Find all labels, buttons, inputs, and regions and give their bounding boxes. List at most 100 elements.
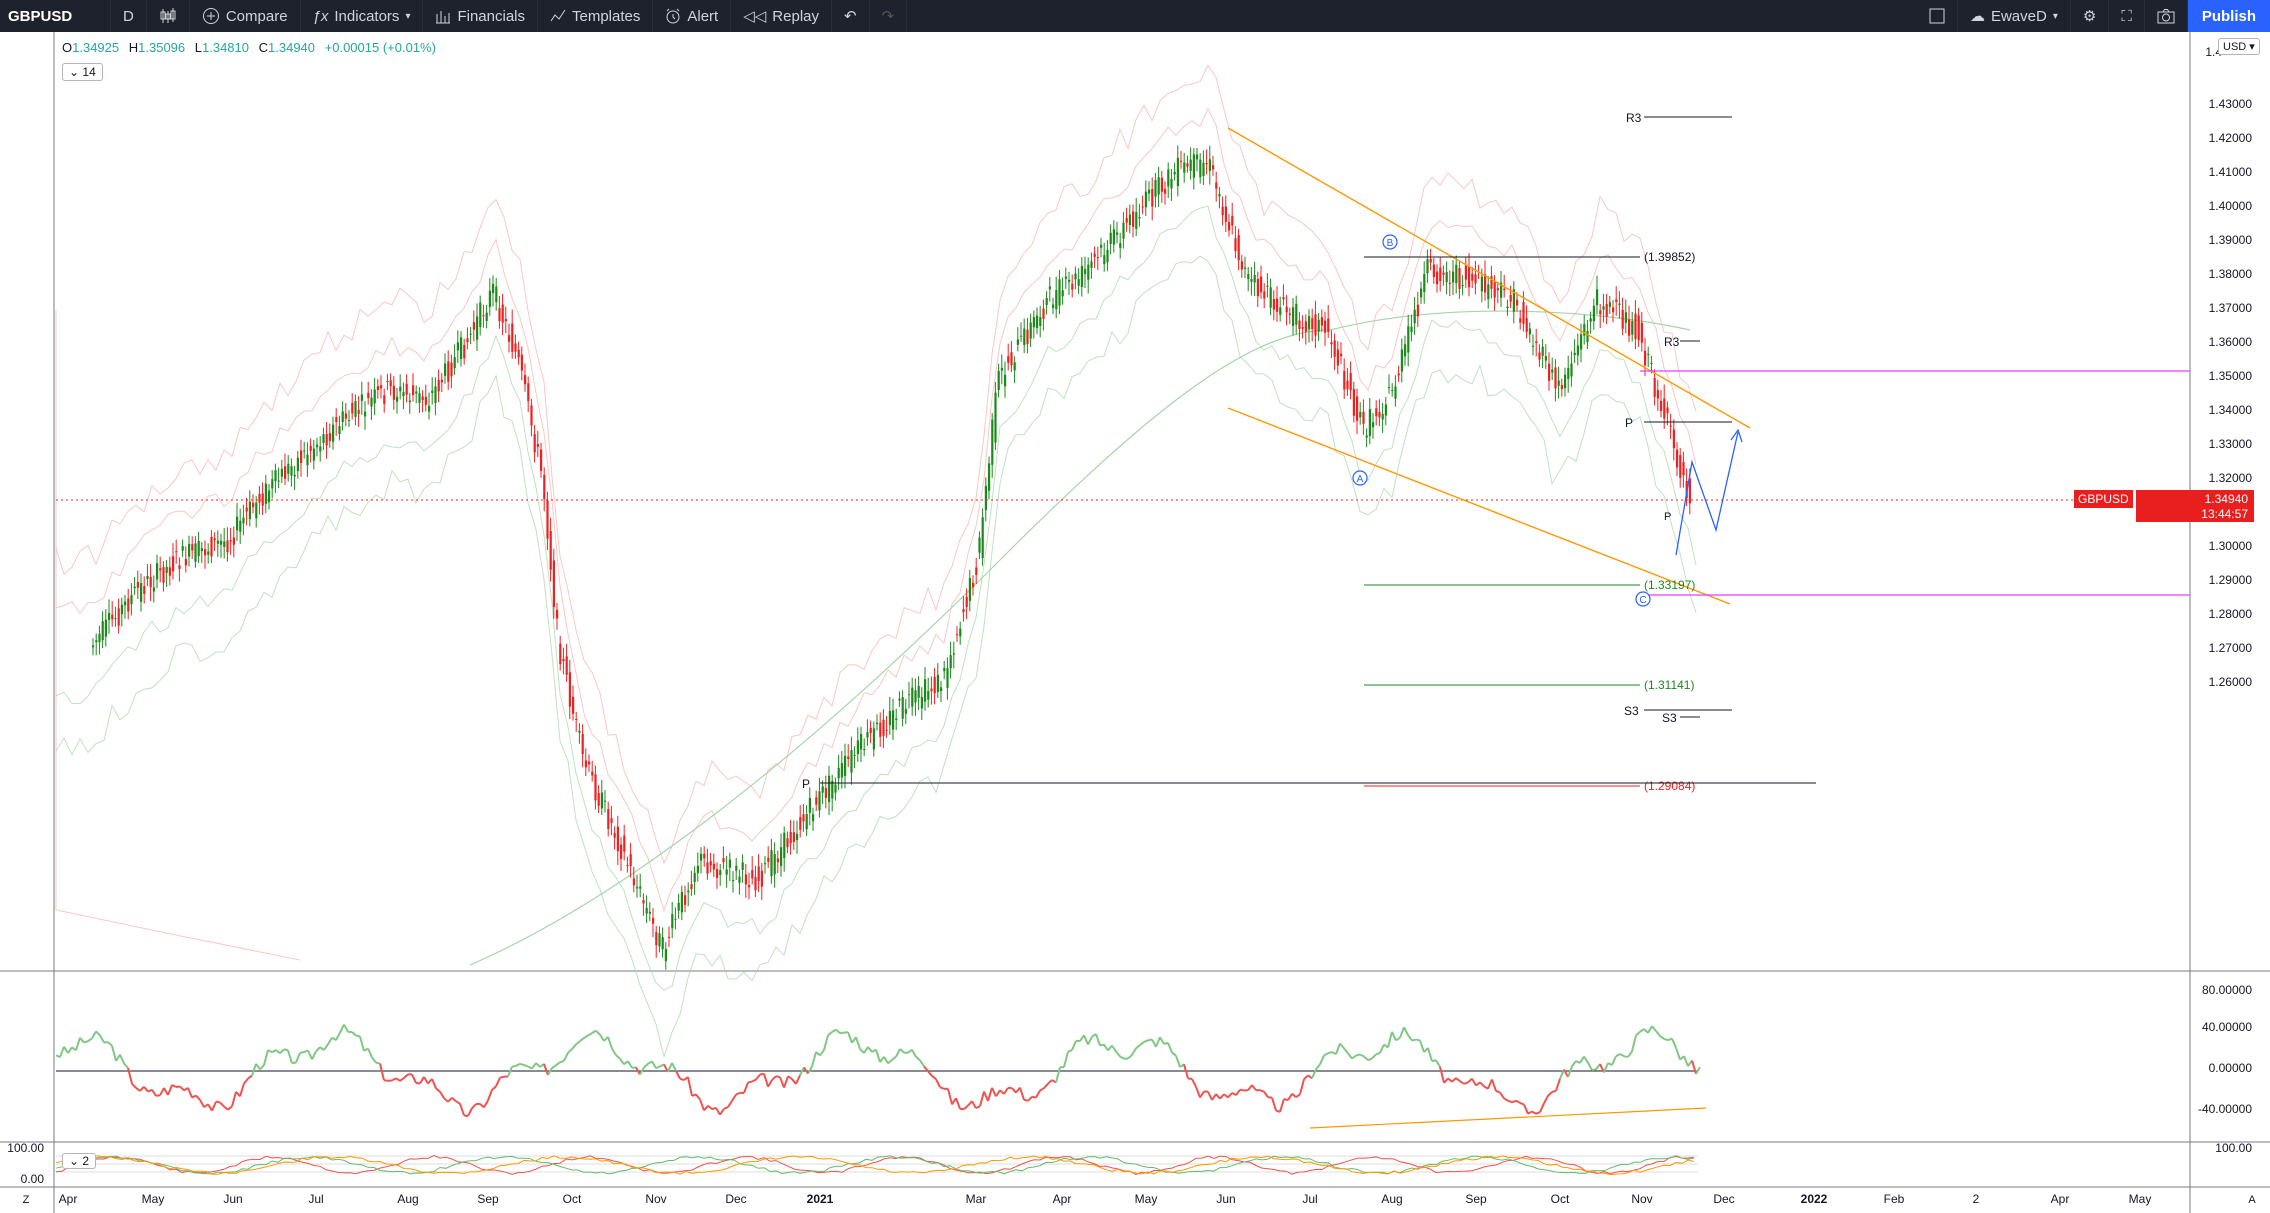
templates-button[interactable]: Templates — [538, 0, 654, 32]
chart-type-button[interactable] — [147, 0, 190, 32]
settings-button[interactable]: ⚙ — [2071, 0, 2110, 32]
candle-body — [680, 891, 683, 913]
rsi-segment — [855, 1036, 861, 1050]
time-tick-label: Nov — [645, 1192, 666, 1206]
sub-indicators-collapse-button[interactable]: ⌄ 2 — [62, 1153, 97, 1169]
rsi-segment — [95, 1030, 101, 1037]
rsi-segment — [783, 1076, 789, 1088]
rsi-segment — [1143, 1039, 1149, 1043]
candle-body — [828, 775, 831, 803]
candle-body — [1570, 363, 1573, 377]
candle-body — [690, 884, 693, 889]
rsi-segment — [535, 1062, 541, 1068]
fib-label-3: (1.31141) — [1644, 678, 1694, 692]
candle-body — [786, 838, 789, 848]
publish-button[interactable]: Publish — [2187, 0, 2270, 32]
compare-button[interactable]: Compare — [190, 0, 301, 32]
replay-button[interactable]: ◁◁ Replay — [731, 0, 832, 32]
candle-body — [207, 551, 210, 555]
candle-body — [1000, 367, 1003, 371]
rsi-segment — [1419, 1040, 1425, 1053]
candle-body — [1388, 387, 1391, 389]
currency-select[interactable]: USD ▾ — [2218, 38, 2260, 55]
candle-body — [1349, 373, 1352, 391]
candle-body — [1586, 330, 1589, 343]
fullscreen-button[interactable]: ⛶ — [2109, 0, 2145, 32]
rsi-segment — [179, 1085, 185, 1092]
candle-body — [1343, 370, 1346, 390]
rsi-segment — [779, 1076, 785, 1088]
candle-body — [194, 543, 197, 562]
indicators-button[interactable]: ƒx Indicators ▾ — [301, 0, 424, 32]
stoch-tick-label: 100.00 — [7, 1141, 44, 1155]
rsi-segment — [991, 1087, 997, 1097]
wave-b-marker-label: B — [1387, 238, 1394, 249]
candle-body — [181, 546, 184, 551]
candle-body — [632, 878, 635, 886]
candle-body — [943, 667, 946, 672]
layout-name-button[interactable]: ☁ EwaveD ▾ — [1958, 0, 2071, 32]
rsi-segment — [455, 1100, 461, 1105]
rsi-segment — [1211, 1093, 1217, 1101]
candle-body — [1368, 408, 1371, 437]
candle-body — [1410, 326, 1413, 333]
pivot-s3-b-label: S3 — [1662, 711, 1677, 725]
candle-body — [610, 818, 613, 824]
candle-body — [837, 767, 840, 779]
undo-button[interactable]: ↶ — [832, 0, 870, 32]
candle-body — [338, 425, 341, 435]
indicators-collapse-button[interactable]: ⌄ 14 — [62, 63, 103, 81]
rsi-segment — [1427, 1047, 1433, 1062]
candle-body — [396, 396, 399, 402]
rsi-segment — [715, 1107, 721, 1116]
rsi-segment — [1515, 1099, 1521, 1104]
rsi-segment — [867, 1046, 873, 1053]
candle-body — [1196, 154, 1199, 160]
pivot-p-mid-label: P — [1625, 416, 1633, 430]
rsi-segment — [383, 1079, 389, 1082]
candle-body — [1125, 217, 1128, 223]
rsi-segment — [1279, 1098, 1285, 1113]
rsi-segment — [1435, 1059, 1441, 1068]
rsi-segment — [1323, 1052, 1329, 1057]
candle-body — [1592, 305, 1595, 321]
candle-body — [511, 323, 514, 352]
candle-body — [456, 342, 459, 351]
candle-body — [1301, 326, 1304, 329]
rsi-segment — [251, 1063, 257, 1076]
candle-body — [1400, 349, 1403, 372]
rsi-segment — [1655, 1030, 1661, 1037]
rsi-segment — [1375, 1052, 1381, 1056]
rsi-segment — [767, 1079, 773, 1088]
candle-body — [728, 859, 731, 868]
redo-button[interactable]: ↷ — [870, 0, 908, 32]
interval-button[interactable]: D — [111, 0, 147, 32]
fib-label-2: (1.33197) — [1644, 578, 1695, 592]
symbol-search-button[interactable]: GBPUSD — [0, 0, 111, 32]
candle-body — [901, 697, 904, 719]
financials-button[interactable]: Financials — [423, 0, 538, 32]
last-price-tag: GBPUSD 1.34940 13:44:57 — [2074, 490, 2254, 522]
candle-body — [120, 604, 123, 615]
candle-body — [1471, 273, 1474, 281]
rsi-segment — [575, 1040, 581, 1046]
candle-body — [1234, 238, 1237, 252]
candle-body — [437, 380, 440, 392]
rsi-segment — [927, 1070, 933, 1077]
alert-label: Alert — [687, 7, 719, 25]
candle-body — [501, 304, 504, 323]
candle-body — [572, 696, 575, 714]
candle-body — [453, 357, 456, 369]
snapshot-button[interactable] — [2145, 0, 2188, 32]
rsi-segment — [231, 1091, 237, 1107]
candle-body — [1468, 266, 1471, 288]
rsi-segment — [299, 1051, 305, 1054]
rsi-segment — [587, 1032, 593, 1037]
rsi-segment — [471, 1103, 477, 1109]
candle-body — [927, 690, 930, 700]
candle-body — [712, 863, 715, 870]
alert-button[interactable]: Alert — [653, 0, 732, 32]
layout-button[interactable] — [1917, 0, 1958, 32]
fx-icon: ƒx — [312, 7, 329, 25]
